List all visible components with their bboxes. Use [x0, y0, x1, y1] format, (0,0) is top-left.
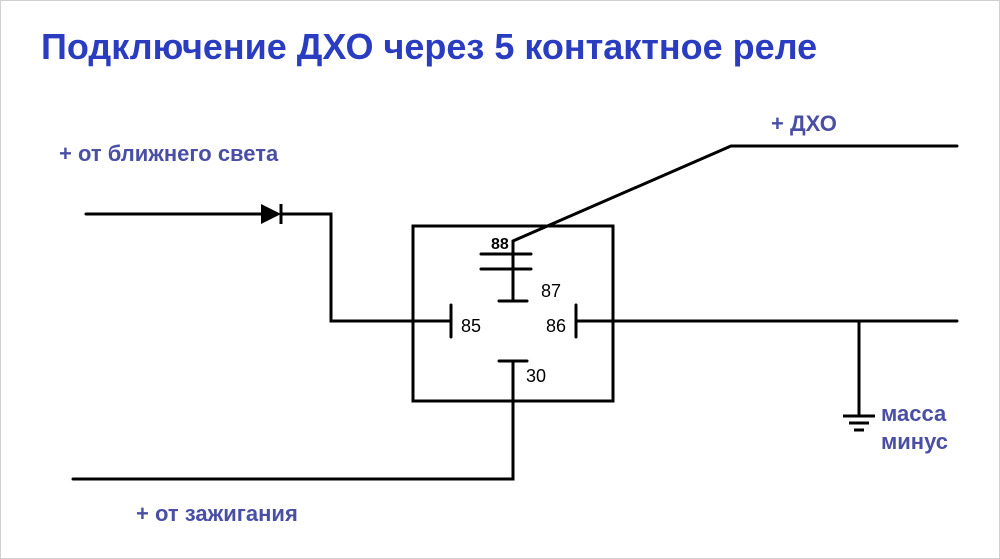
label-drl: + ДХО — [771, 111, 837, 137]
pin-label-88: 88 — [491, 236, 509, 254]
wire-diode-to-down — [281, 214, 429, 321]
diagram-canvas: Подключение ДХО через 5 контактное реле … — [0, 0, 1000, 559]
schematic-svg — [1, 1, 1000, 559]
ground-symbol — [843, 416, 875, 430]
pin-label-87: 87 — [541, 281, 561, 302]
pin-label-86: 86 — [546, 316, 566, 337]
label-ground-line1: масса — [881, 401, 946, 427]
label-ignition: + от зажигания — [136, 501, 298, 527]
diode-symbol — [261, 204, 281, 224]
pin-label-85: 85 — [461, 316, 481, 337]
diagram-title: Подключение ДХО через 5 контактное реле — [41, 26, 817, 68]
wire-pin87-to-drl — [513, 146, 957, 276]
label-low-beam: + от ближнего света — [59, 141, 278, 167]
label-ground-line2: минус — [881, 429, 948, 455]
wires — [73, 146, 957, 479]
pin-label-30: 30 — [526, 366, 546, 387]
